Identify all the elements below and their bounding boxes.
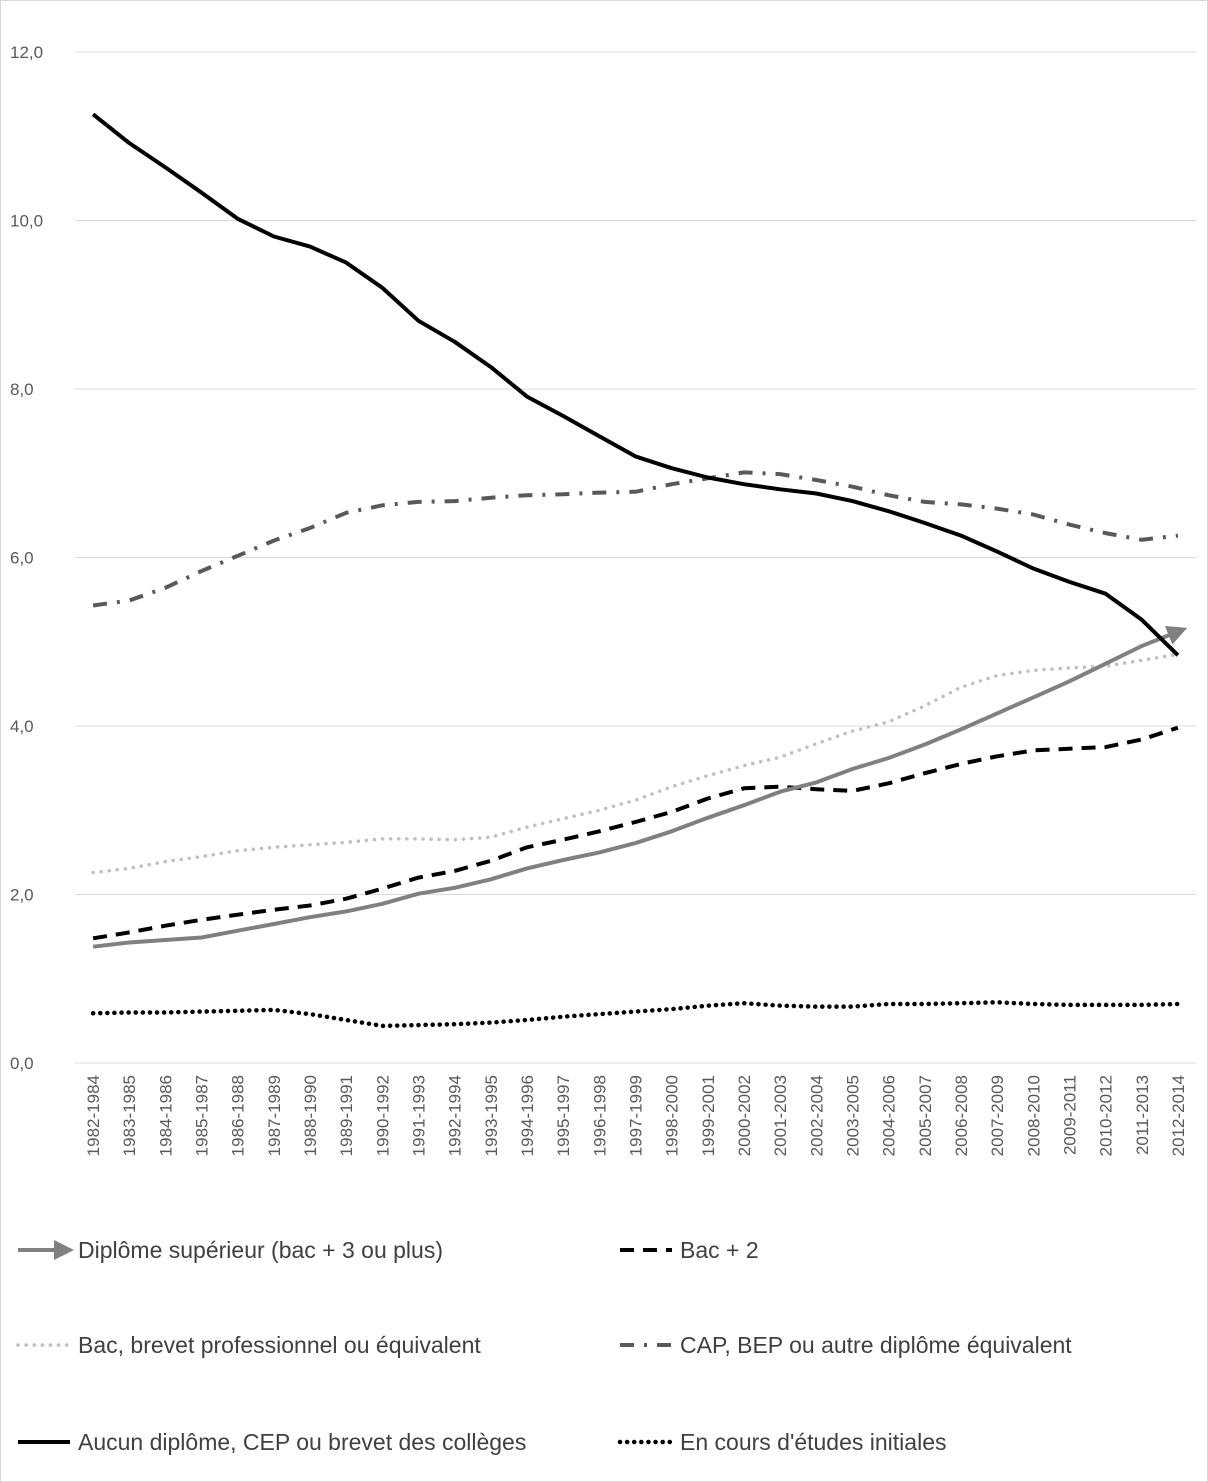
x-tick-label: 2003-2005 [843, 1075, 862, 1156]
x-tick-label: 1992-1994 [446, 1075, 465, 1156]
series-lines [90, 112, 1188, 1029]
x-tick-label: 2002-2004 [807, 1075, 826, 1156]
x-tick-label: 2006-2008 [952, 1075, 971, 1156]
x-tick-label: 1987-1989 [265, 1075, 284, 1156]
y-tick-label: 4,0 [10, 717, 34, 736]
legend-label: Bac, brevet professionnel ou équivalent [78, 1332, 481, 1358]
x-tick-label: 1996-1998 [590, 1075, 609, 1156]
x-tick-label: 1986-1988 [229, 1075, 248, 1156]
legend: Diplôme supérieur (bac + 3 ou plus) Bac +… [16, 1237, 1072, 1455]
series-line [91, 112, 1180, 657]
x-tick-label: 1985-1987 [193, 1075, 212, 1156]
y-tick-label: 10,0 [10, 212, 43, 231]
x-tick-label: 1993-1995 [482, 1075, 501, 1156]
x-tick-label: 1990-1992 [373, 1075, 392, 1156]
y-tick-label: 6,0 [10, 549, 34, 568]
x-tick-label: 2001-2003 [771, 1075, 790, 1156]
legend-label: CAP, BEP ou autre diplôme équivalent [680, 1332, 1072, 1358]
x-tick-label: 1995-1997 [554, 1075, 573, 1156]
x-tick-label: 2004-2006 [880, 1075, 899, 1156]
x-axis: 1982-1984 1983-1985 1984-1986 1985-1987 1986… [84, 1075, 1188, 1156]
legend-label: En cours d'études initiales [680, 1429, 947, 1455]
grid-lines [75, 51, 1196, 1064]
legend-label: Bac + 2 [680, 1237, 759, 1263]
x-tick-label: 1998-2000 [663, 1075, 682, 1156]
x-tick-label: 2007-2009 [988, 1075, 1007, 1156]
x-tick-label: 1983-1985 [120, 1075, 139, 1156]
x-tick-label: 2005-2007 [916, 1075, 935, 1156]
x-tick-label: 2010-2012 [1097, 1075, 1116, 1156]
y-tick-label: 2,0 [10, 886, 34, 905]
x-tick-label: 1991-1993 [410, 1075, 429, 1156]
y-axis: 0,0 2,0 4,0 6,0 8,0 10,0 12,0 [10, 43, 43, 1073]
series-line [92, 470, 1179, 608]
y-tick-label: 0,0 [10, 1054, 34, 1073]
x-tick-label: 1989-1991 [337, 1075, 356, 1156]
y-tick-label: 12,0 [10, 43, 43, 62]
x-tick-label: 2012-2014 [1169, 1075, 1188, 1156]
series-line [91, 652, 1180, 875]
y-tick-label: 8,0 [10, 380, 34, 399]
x-tick-label: 1982-1984 [84, 1075, 103, 1156]
x-tick-label: 1999-2001 [699, 1075, 718, 1156]
x-tick-label: 2009-2011 [1060, 1075, 1079, 1155]
x-tick-label: 1994-1996 [518, 1075, 537, 1156]
x-tick-label: 2000-2002 [735, 1075, 754, 1156]
series-line [90, 1000, 1181, 1029]
x-tick-label: 1984-1986 [156, 1075, 175, 1156]
series-line [92, 725, 1179, 941]
x-tick-label: 1988-1990 [301, 1075, 320, 1156]
x-tick-label: 2008-2010 [1024, 1075, 1043, 1156]
legend-label: Aucun diplôme, CEP ou brevet des collège… [78, 1429, 526, 1455]
series-line [92, 626, 1188, 949]
x-tick-label: 2011-2013 [1133, 1075, 1152, 1155]
legend-label: Diplôme supérieur (bac + 3 ou plus) [78, 1237, 443, 1263]
x-tick-label: 1997-1999 [627, 1075, 646, 1156]
